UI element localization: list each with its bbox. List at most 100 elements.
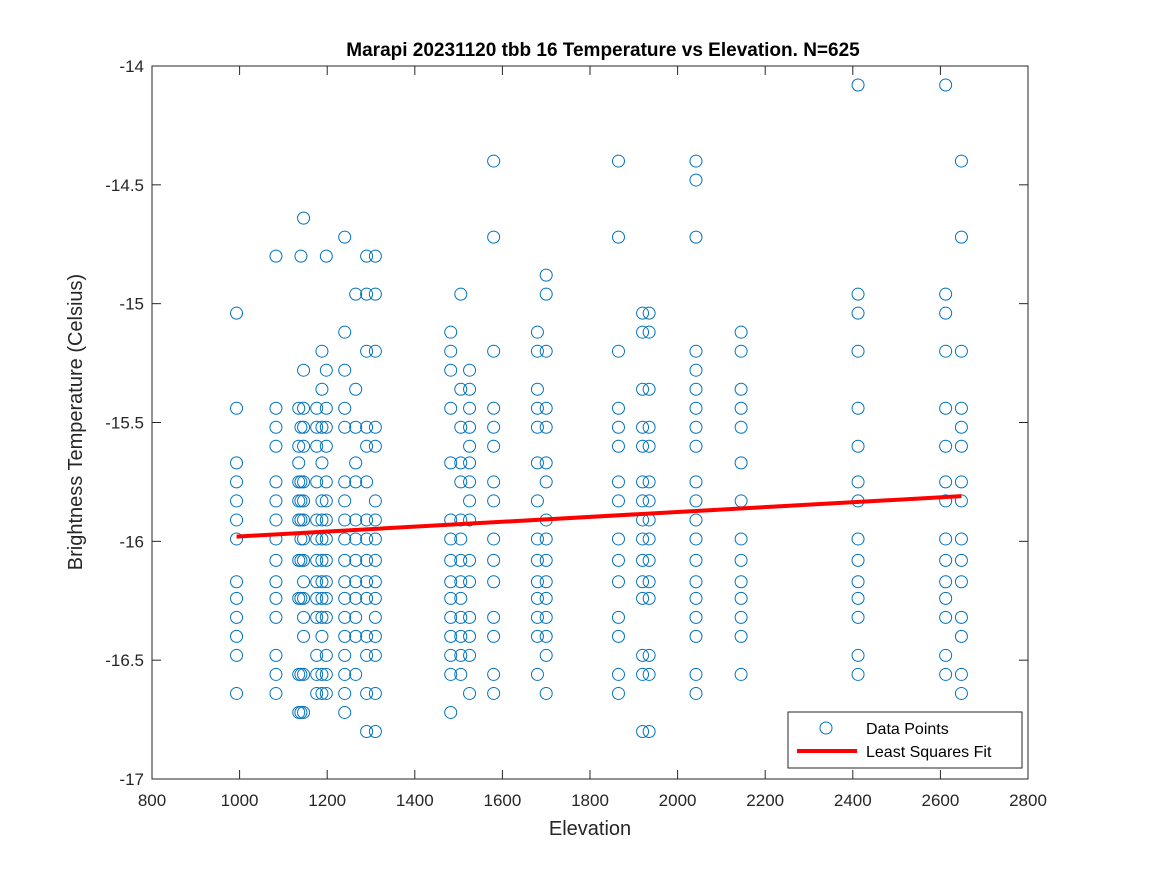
data-point <box>297 494 311 508</box>
data-point <box>636 306 650 320</box>
data-point <box>444 456 458 470</box>
data-point <box>230 475 244 489</box>
plot-area: 800 1000 1200 1400 1600 1800 2000 2200 2400 2600 2… <box>105 57 1047 810</box>
data-point <box>310 610 324 624</box>
data-point <box>294 475 308 489</box>
data-point <box>954 553 968 567</box>
data-point <box>454 382 468 396</box>
data-point <box>954 494 968 508</box>
data-point <box>530 591 544 605</box>
data-point <box>338 591 352 605</box>
data-point <box>487 575 501 589</box>
data-point <box>463 363 477 377</box>
data-point <box>297 401 311 415</box>
data-point <box>360 575 374 589</box>
y-tick-label: -15 <box>119 295 144 314</box>
data-point <box>360 686 374 700</box>
data-point <box>315 591 329 605</box>
data-point <box>310 591 324 605</box>
data-point <box>315 456 329 470</box>
data-point <box>269 439 283 453</box>
data-point <box>349 382 363 396</box>
data-point <box>636 591 650 605</box>
data-point <box>315 344 329 358</box>
x-tick-label: 1800 <box>571 791 609 810</box>
data-point <box>368 513 382 527</box>
data-point <box>487 494 501 508</box>
data-point <box>463 420 477 434</box>
data-point <box>539 532 553 546</box>
data-point <box>338 705 352 719</box>
data-point <box>368 648 382 662</box>
data-point <box>319 667 333 681</box>
data-point <box>530 667 544 681</box>
data-point <box>530 610 544 624</box>
y-tick-label: -15.5 <box>105 414 144 433</box>
data-point <box>954 475 968 489</box>
data-point <box>315 629 329 643</box>
data-point <box>310 553 324 567</box>
data-point <box>360 420 374 434</box>
data-point <box>642 553 656 567</box>
data-point <box>689 494 703 508</box>
data-point <box>360 648 374 662</box>
data-point <box>269 553 283 567</box>
y-tick-label: -14.5 <box>105 176 144 195</box>
data-point <box>368 724 382 738</box>
data-point <box>851 610 865 624</box>
data-point <box>642 439 656 453</box>
data-point <box>539 553 553 567</box>
data-point <box>611 401 625 415</box>
data-point <box>642 667 656 681</box>
data-point <box>294 705 308 719</box>
data-point <box>734 610 748 624</box>
data-point <box>954 667 968 681</box>
data-point <box>360 724 374 738</box>
data-point <box>539 686 553 700</box>
data-point <box>269 401 283 415</box>
data-point <box>851 575 865 589</box>
data-point <box>338 420 352 434</box>
data-point <box>338 575 352 589</box>
data-point <box>487 667 501 681</box>
x-tick-label: 1600 <box>483 791 521 810</box>
data-point <box>939 591 953 605</box>
data-point <box>368 591 382 605</box>
data-point <box>734 667 748 681</box>
data-point <box>230 306 244 320</box>
data-point <box>368 553 382 567</box>
data-point <box>487 230 501 244</box>
data-point <box>310 575 324 589</box>
data-point <box>319 494 333 508</box>
data-point <box>689 532 703 546</box>
data-point <box>315 513 329 527</box>
data-point <box>338 363 352 377</box>
data-point <box>319 249 333 263</box>
data-point <box>530 575 544 589</box>
data-point <box>292 456 306 470</box>
legend: Data Points Least Squares Fit <box>787 711 1023 769</box>
data-point <box>734 344 748 358</box>
data-point <box>954 629 968 643</box>
data-point <box>954 420 968 434</box>
data-point <box>444 363 458 377</box>
data-point <box>349 287 363 301</box>
least-squares-fit-line <box>236 494 962 539</box>
data-point <box>463 494 477 508</box>
data-point <box>454 532 468 546</box>
data-point <box>636 420 650 434</box>
data-point <box>851 439 865 453</box>
data-point <box>539 629 553 643</box>
data-point <box>611 575 625 589</box>
data-point <box>539 475 553 489</box>
data-point <box>954 230 968 244</box>
data-point <box>939 306 953 320</box>
data-point <box>360 553 374 567</box>
y-tick-label: -14 <box>119 57 144 76</box>
data-point <box>463 439 477 453</box>
data-point <box>689 629 703 643</box>
data-point <box>269 686 283 700</box>
data-point <box>539 456 553 470</box>
data-point <box>444 629 458 643</box>
